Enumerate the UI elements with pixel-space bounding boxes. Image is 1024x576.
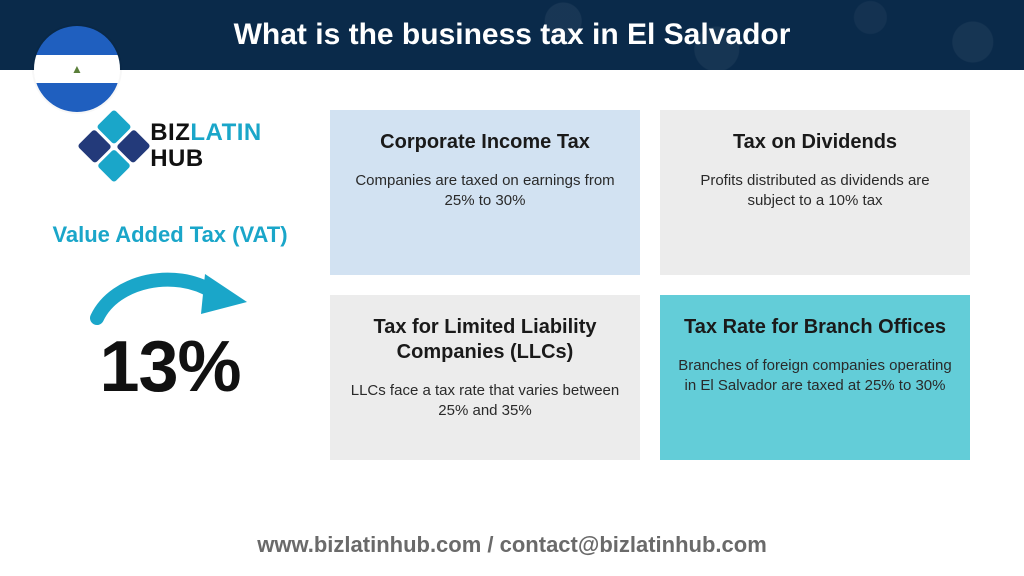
flag-emblem-icon: ▲ (71, 62, 83, 76)
card-body: Branches of foreign companies operating … (678, 356, 952, 397)
cards-grid: Corporate Income Tax Companies are taxed… (330, 110, 970, 460)
card-tax-on-dividends: Tax on Dividends Profits distributed as … (660, 110, 970, 275)
card-body: Companies are taxed on earnings from 25%… (348, 171, 622, 212)
footer-contact: www.bizlatinhub.com / contact@bizlatinhu… (0, 532, 1024, 558)
logo-line2: HUB (150, 147, 262, 171)
infographic-page: What is the business tax in El Salvador … (0, 0, 1024, 576)
logo-mark-icon (77, 109, 151, 183)
logo-text: BIZLATIN HUB (150, 121, 262, 171)
left-column: BIZLATIN HUB Value Added Tax (VAT) 13% (40, 110, 300, 408)
vat-value: 13% (40, 326, 300, 408)
card-corporate-income-tax: Corporate Income Tax Companies are taxed… (330, 110, 640, 275)
card-title: Tax Rate for Branch Offices (678, 315, 952, 340)
logo-latin: LATIN (190, 119, 261, 146)
card-branch-offices: Tax Rate for Branch Offices Branches of … (660, 295, 970, 460)
arrow-icon (40, 262, 300, 332)
page-title: What is the business tax in El Salvador (0, 0, 1024, 70)
card-title: Tax on Dividends (678, 130, 952, 155)
card-body: LLCs face a tax rate that varies between… (348, 381, 622, 422)
logo-biz: BIZ (150, 119, 190, 146)
content-area: BIZLATIN HUB Value Added Tax (VAT) 13% C… (0, 100, 1024, 576)
card-body: Profits distributed as dividends are sub… (678, 171, 952, 212)
logo-line1: BIZLATIN (150, 121, 262, 145)
card-title: Tax for Limited Liability Companies (LLC… (348, 315, 622, 365)
card-title: Corporate Income Tax (348, 130, 622, 155)
flag-stripe-top (34, 26, 120, 55)
brand-logo: BIZLATIN HUB (40, 110, 300, 172)
curved-arrow-icon (85, 262, 255, 332)
header-bar: What is the business tax in El Salvador (0, 0, 1024, 70)
vat-label: Value Added Tax (VAT) (40, 222, 300, 248)
card-llc-tax: Tax for Limited Liability Companies (LLC… (330, 295, 640, 460)
